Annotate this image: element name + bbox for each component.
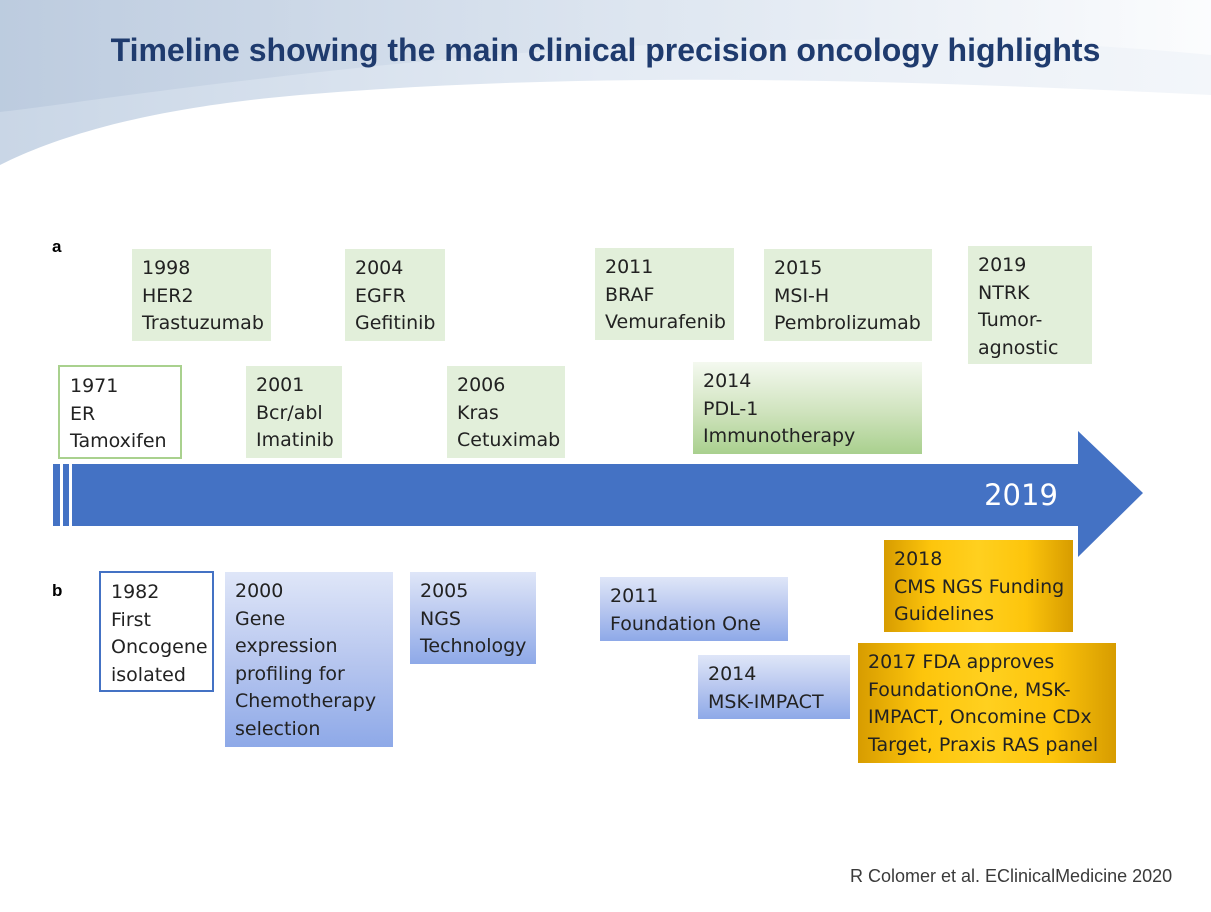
event-box-2001: 2001 Bcr/abl Imatinib — [246, 366, 342, 458]
event-line: Gefitinib — [355, 312, 436, 334]
timeline-arrow: 2019 — [53, 431, 1143, 557]
event-line: Oncogene — [111, 636, 208, 658]
event-line: NTRK — [978, 281, 1030, 304]
event-box-2005: 2005 NGS Technology — [410, 572, 536, 664]
event-line: isolated — [111, 663, 186, 686]
event-line: Guidelines — [894, 603, 994, 625]
event-line: ER — [70, 402, 96, 425]
event-line: PDL-1 — [703, 397, 759, 420]
event-line: Cetuximab — [457, 429, 561, 451]
event-line: Gene — [235, 607, 286, 630]
section-a-label: a — [52, 237, 62, 256]
event-box-2014-msk-impact: 2014 MSK-IMPACT — [698, 655, 850, 719]
event-year: 2018 — [894, 548, 943, 570]
event-line: MSI-H — [774, 284, 830, 307]
event-box-2019: 2019 NTRK Tumor- agnostic — [968, 246, 1092, 364]
event-line: HER2 — [142, 284, 194, 307]
event-line: FoundationOne, MSK- — [868, 678, 1071, 701]
event-year: 2014 — [708, 663, 757, 685]
timeline-end-label: 2019 — [984, 478, 1058, 512]
event-line: NGS — [420, 607, 461, 630]
citation: R Colomer et al. EClinicalMedicine 2020 — [850, 866, 1173, 886]
event-line: BRAF — [605, 283, 655, 306]
event-year: 2001 — [256, 374, 305, 396]
event-line: IMPACT, Oncomine CDx — [868, 706, 1092, 728]
event-line: Tamoxifen — [70, 430, 167, 452]
event-line: EGFR — [355, 284, 406, 307]
event-year: 1971 — [70, 375, 119, 397]
event-box-2011-foundation-one: 2011 Foundation One — [600, 577, 788, 641]
section-b-label: b — [52, 581, 63, 600]
event-year: 2006 — [457, 374, 506, 396]
event-year: 2015 — [774, 257, 823, 279]
event-box-1982: 1982 First Oncogene isolated — [99, 571, 214, 692]
event-box-1998: 1998 HER2 Trastuzumab — [132, 249, 271, 341]
event-line: Immunotherapy — [703, 425, 856, 447]
event-line: Technology — [420, 635, 527, 657]
event-box-2015: 2015 MSI-H Pembrolizumab — [764, 249, 932, 341]
event-line: Imatinib — [256, 429, 334, 451]
event-year: 1998 — [142, 257, 191, 279]
event-year: 2004 — [355, 257, 404, 279]
event-year: 2019 — [978, 254, 1027, 276]
timeline-break-line — [60, 464, 63, 526]
event-box-2017-fda: 2017 FDA approves FoundationOne, MSK- IM… — [858, 643, 1116, 763]
event-line: Foundation One — [610, 612, 761, 635]
event-line: Kras — [457, 401, 499, 424]
timeline-break-line — [69, 464, 72, 526]
event-box-2014-pdl1: 2014 PDL-1 Immunotherapy — [693, 362, 922, 454]
event-box-2011-braf: 2011 BRAF Vemurafenib — [595, 248, 734, 340]
event-box-2006: 2006 Kras Cetuximab — [447, 366, 565, 458]
event-line: 2017 FDA approves — [868, 651, 1055, 673]
event-line: Bcr/abl — [256, 401, 323, 424]
event-line: Pembrolizumab — [774, 312, 921, 334]
event-box-2004: 2004 EGFR Gefitinib — [345, 249, 445, 341]
event-year: 2000 — [235, 580, 284, 602]
event-year: 1982 — [111, 581, 160, 603]
event-line: Vemurafenib — [605, 311, 726, 333]
event-line: profiling for — [235, 662, 345, 685]
event-box-2018: 2018 CMS NGS Funding Guidelines — [884, 540, 1073, 632]
event-line: Trastuzumab — [142, 312, 264, 334]
timeline-arrow-body — [53, 431, 1143, 557]
event-line: MSK-IMPACT — [708, 690, 824, 713]
event-year: 2011 — [605, 256, 654, 278]
event-year: 2005 — [420, 580, 469, 602]
event-line: Chemotherapy — [235, 690, 377, 712]
event-line: Tumor- — [978, 309, 1043, 331]
event-line: Target, Praxis RAS panel — [868, 733, 1099, 756]
event-line: CMS NGS Funding — [894, 575, 1065, 598]
event-line: selection — [235, 717, 321, 740]
event-year: 2014 — [703, 370, 752, 392]
event-line: expression — [235, 635, 338, 657]
event-line: First — [111, 608, 151, 631]
header-background-swoosh — [0, 0, 1211, 165]
event-year: 2011 — [610, 585, 659, 607]
event-box-1971: 1971 ER Tamoxifen — [58, 365, 182, 459]
page-title: Timeline showing the main clinical preci… — [110, 32, 1101, 68]
event-box-2000: 2000 Gene expression profiling for Chemo… — [225, 572, 393, 747]
event-line: agnostic — [978, 336, 1059, 359]
